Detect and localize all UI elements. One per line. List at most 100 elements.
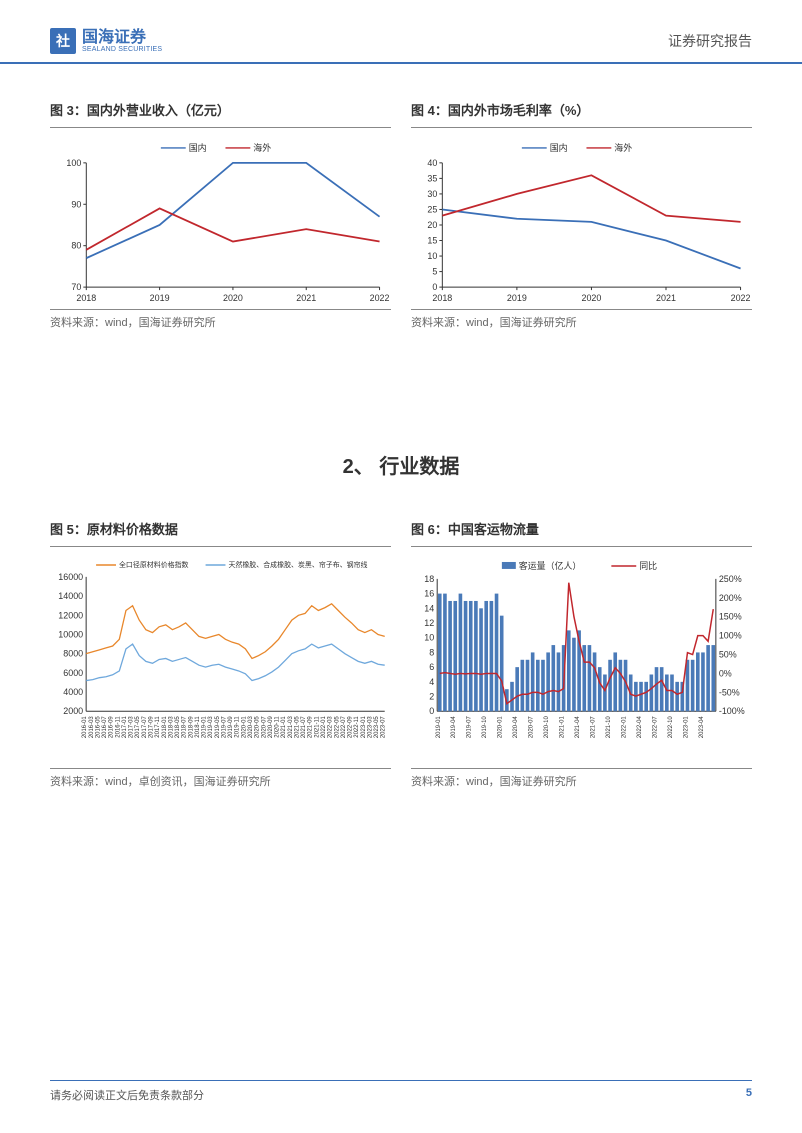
svg-text:2017-11: 2017-11: [155, 716, 161, 738]
chart6-source: 资料来源：wind，国海证券研究所: [411, 768, 752, 789]
chart4-cell: 图 4：国内外市场毛利率（%） 国内海外05101520253035402018…: [411, 100, 752, 330]
svg-text:2020-09: 2020-09: [268, 716, 274, 739]
svg-text:15: 15: [427, 236, 437, 246]
svg-text:2021: 2021: [296, 293, 316, 303]
svg-text:2021-03: 2021-03: [288, 716, 294, 739]
svg-text:2019-07: 2019-07: [467, 716, 473, 739]
chart5-cell: 图 5：原材料价格数据 全口径原材料价格指数天然橡胶、合成橡胶、炭黑、帘子布、钢…: [50, 519, 391, 789]
svg-text:2018-07: 2018-07: [182, 716, 188, 739]
svg-text:海外: 海外: [253, 142, 271, 153]
svg-text:海外: 海外: [614, 142, 632, 153]
svg-text:40: 40: [427, 158, 437, 168]
svg-text:0%: 0%: [719, 668, 732, 678]
chart4-source: 资料来源：wind，国海证券研究所: [411, 309, 752, 330]
svg-text:10: 10: [424, 633, 434, 643]
svg-text:2022: 2022: [731, 293, 751, 303]
chart5-svg: 全口径原材料价格指数天然橡胶、合成橡胶、炭黑、帘子布、钢帘线2000400060…: [50, 557, 391, 766]
svg-text:2021-09: 2021-09: [308, 716, 314, 739]
svg-text:2018-11: 2018-11: [195, 716, 201, 738]
svg-text:国内: 国内: [189, 142, 207, 153]
page-number: 5: [746, 1087, 752, 1103]
svg-text:2019-07: 2019-07: [221, 716, 227, 739]
svg-text:2021: 2021: [656, 293, 676, 303]
chart-row-2: 图 5：原材料价格数据 全口径原材料价格指数天然橡胶、合成橡胶、炭黑、帘子布、钢…: [50, 519, 752, 789]
svg-text:-100%: -100%: [719, 706, 745, 716]
svg-text:10: 10: [427, 251, 437, 261]
svg-text:2018-01: 2018-01: [162, 716, 168, 739]
svg-text:2019: 2019: [507, 293, 527, 303]
svg-text:同比: 同比: [639, 560, 657, 571]
svg-text:14000: 14000: [58, 591, 83, 601]
svg-text:2021-11: 2021-11: [314, 716, 320, 738]
svg-text:2019-09: 2019-09: [228, 716, 234, 739]
svg-text:250%: 250%: [719, 574, 742, 584]
logo-icon: 社: [50, 28, 76, 54]
svg-text:8000: 8000: [63, 649, 83, 659]
svg-text:2022: 2022: [370, 293, 390, 303]
svg-text:-50%: -50%: [719, 687, 740, 697]
svg-text:2017-07: 2017-07: [142, 716, 148, 739]
chart4-container: 国内海外051015202530354020182019202020212022: [411, 127, 752, 307]
svg-text:2022-10: 2022-10: [668, 716, 674, 739]
svg-text:70: 70: [71, 282, 81, 292]
svg-text:90: 90: [71, 199, 81, 209]
svg-text:2016-03: 2016-03: [89, 716, 95, 739]
svg-text:200%: 200%: [719, 593, 742, 603]
chart5-title: 图 5：原材料价格数据: [50, 519, 391, 538]
chart-row-1: 图 3：国内外营业收入（亿元） 国内海外70809010020182019202…: [50, 100, 752, 330]
doc-title: 证券研究报告: [668, 31, 752, 51]
chart4-title: 图 4：国内外市场毛利率（%）: [411, 100, 752, 119]
svg-text:2023-07: 2023-07: [381, 716, 387, 739]
svg-text:2016-07: 2016-07: [102, 716, 108, 739]
svg-text:2016-05: 2016-05: [95, 716, 101, 739]
svg-text:2019-05: 2019-05: [215, 716, 221, 739]
svg-text:10000: 10000: [58, 629, 83, 639]
svg-text:12: 12: [424, 618, 434, 628]
svg-text:35: 35: [427, 173, 437, 183]
svg-text:2018: 2018: [432, 293, 452, 303]
svg-text:2016-11: 2016-11: [115, 716, 121, 738]
svg-text:2021-04: 2021-04: [575, 716, 581, 739]
chart3-svg: 国内海外70809010020182019202020212022: [50, 138, 391, 307]
chart6-container: 客运量（亿人）同比024681012141618-100%-50%0%50%10…: [411, 546, 752, 766]
svg-text:2021-01: 2021-01: [560, 716, 566, 739]
svg-text:2020-07: 2020-07: [261, 716, 267, 739]
svg-text:2019: 2019: [150, 293, 170, 303]
svg-text:2021-07: 2021-07: [301, 716, 307, 739]
svg-text:2018-03: 2018-03: [168, 716, 174, 739]
logo-cn-text: 国海证券: [82, 30, 162, 46]
svg-text:2022-01: 2022-01: [321, 716, 327, 739]
svg-text:2022-07: 2022-07: [653, 716, 659, 739]
svg-text:2020-07: 2020-07: [529, 716, 535, 739]
section-heading: 2、 行业数据: [50, 450, 752, 479]
svg-text:4: 4: [429, 677, 434, 687]
svg-text:12000: 12000: [58, 610, 83, 620]
svg-text:8: 8: [429, 647, 434, 657]
svg-text:2016-09: 2016-09: [109, 716, 115, 739]
chart4-svg: 国内海外051015202530354020182019202020212022: [411, 138, 752, 307]
svg-text:2023-01: 2023-01: [361, 716, 367, 739]
page-footer: 请务必阅读正文后免责条款部分 5: [50, 1080, 752, 1103]
logo: 社 国海证券 SEALAND SECURITIES: [50, 28, 162, 54]
svg-text:国内: 国内: [550, 142, 568, 153]
svg-text:2022-07: 2022-07: [341, 716, 347, 739]
svg-text:2023-05: 2023-05: [374, 716, 380, 739]
svg-text:100: 100: [66, 158, 81, 168]
svg-text:2022-05: 2022-05: [334, 716, 340, 739]
chart6-title: 图 6：中国客运物流量: [411, 519, 752, 538]
svg-text:2019-01: 2019-01: [202, 716, 208, 739]
svg-text:2020: 2020: [223, 293, 243, 303]
svg-text:30: 30: [427, 189, 437, 199]
chart6-cell: 图 6：中国客运物流量 客运量（亿人）同比024681012141618-100…: [411, 519, 752, 789]
svg-text:2000: 2000: [63, 706, 83, 716]
svg-text:天然橡胶、合成橡胶、炭黑、帘子布、钢帘线: 天然橡胶、合成橡胶、炭黑、帘子布、钢帘线: [228, 560, 367, 569]
svg-text:2020-10: 2020-10: [544, 716, 550, 739]
svg-text:2021-07: 2021-07: [591, 716, 597, 739]
svg-text:0: 0: [432, 282, 437, 292]
svg-text:2023-04: 2023-04: [699, 716, 705, 739]
svg-text:25: 25: [427, 204, 437, 214]
chart5-source: 资料来源：wind，卓创资讯，国海证券研究所: [50, 768, 391, 789]
svg-text:2022-09: 2022-09: [348, 716, 354, 739]
svg-text:2017-09: 2017-09: [148, 716, 154, 739]
svg-text:2020-01: 2020-01: [241, 716, 247, 739]
